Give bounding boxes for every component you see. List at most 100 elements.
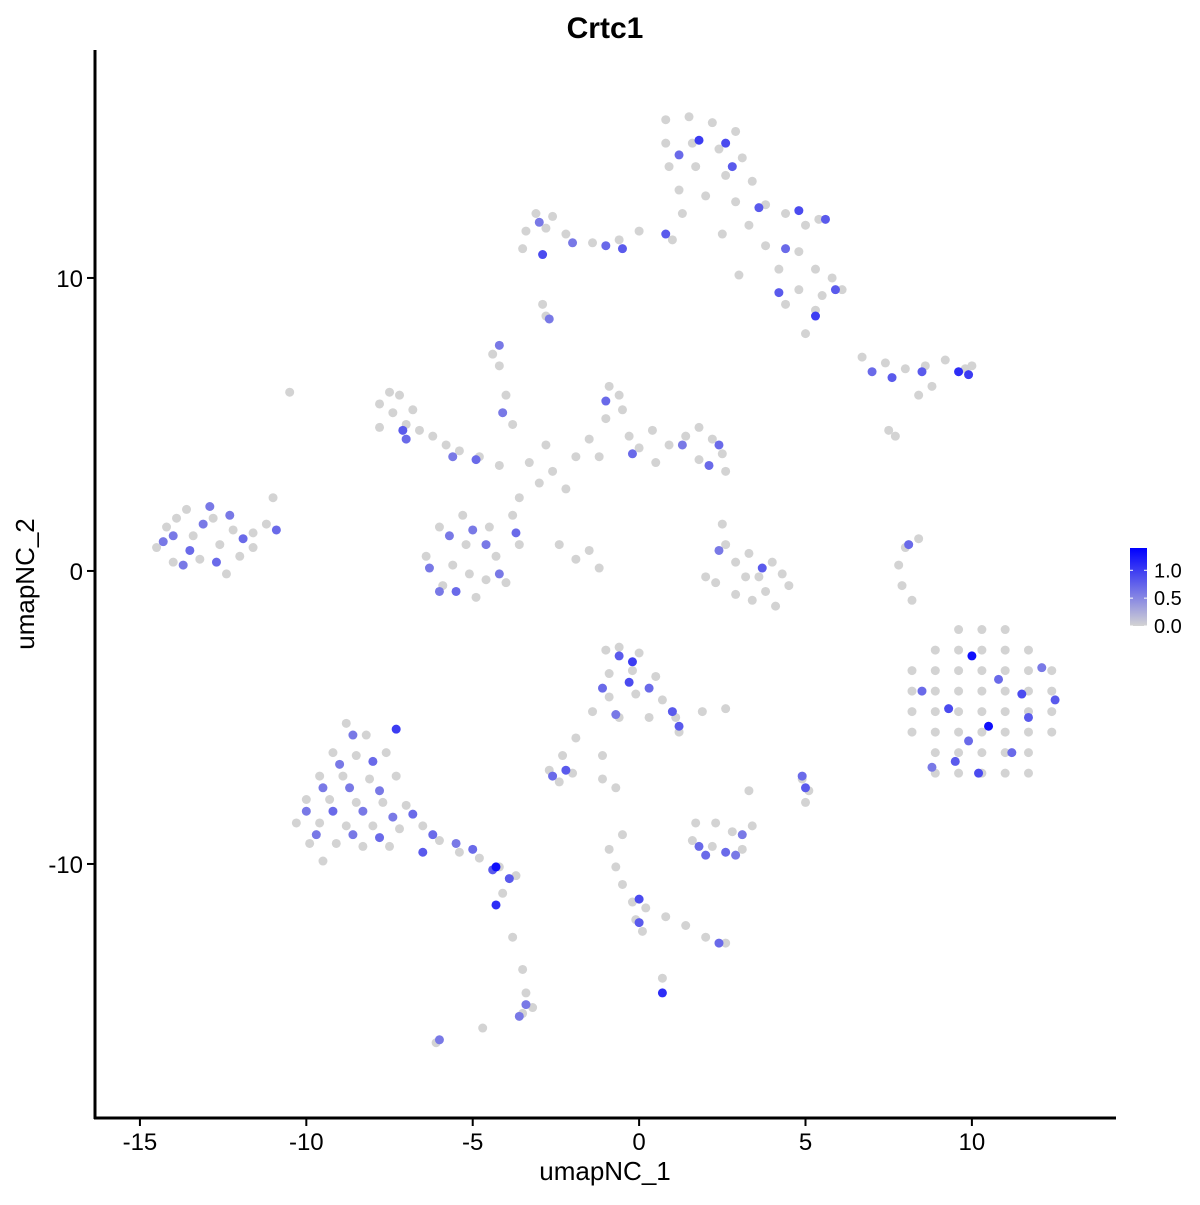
point	[424, 563, 434, 573]
point	[358, 841, 368, 851]
point	[611, 862, 621, 872]
point	[774, 264, 784, 274]
point	[737, 844, 747, 854]
point	[884, 425, 894, 435]
point	[478, 1023, 488, 1033]
point	[801, 797, 811, 807]
point	[624, 431, 634, 441]
point	[777, 569, 787, 579]
y-axis-label: umapNC_2	[10, 518, 40, 650]
point	[634, 648, 644, 658]
point	[930, 707, 940, 717]
point	[820, 214, 830, 224]
point	[837, 285, 847, 295]
point	[211, 557, 221, 567]
point	[721, 847, 731, 857]
point	[930, 645, 940, 655]
point	[504, 874, 514, 884]
point	[448, 452, 458, 462]
point	[514, 540, 524, 550]
point	[667, 707, 677, 717]
point	[711, 578, 721, 588]
point	[880, 358, 890, 368]
point	[1023, 712, 1033, 722]
point	[904, 540, 914, 550]
point	[328, 748, 338, 758]
point	[684, 112, 694, 122]
y-tick-label: 10	[56, 266, 83, 293]
point	[781, 299, 791, 309]
point	[611, 783, 621, 793]
point	[744, 220, 754, 230]
point	[1000, 768, 1010, 778]
point	[754, 203, 764, 213]
point	[830, 285, 840, 295]
point	[701, 932, 711, 942]
point	[731, 557, 741, 567]
x-tick-label: -5	[462, 1129, 483, 1156]
point	[721, 540, 731, 550]
point	[721, 704, 731, 714]
point	[731, 197, 741, 207]
point	[657, 695, 667, 705]
point	[511, 528, 521, 538]
point	[195, 554, 205, 564]
point	[797, 771, 807, 781]
point	[681, 920, 691, 930]
point	[561, 484, 571, 494]
x-tick-label: 10	[959, 1129, 986, 1156]
point	[627, 449, 637, 459]
point	[594, 452, 604, 462]
point	[701, 850, 711, 860]
point	[168, 557, 178, 567]
point	[917, 686, 927, 696]
point	[358, 806, 368, 816]
point	[784, 581, 794, 591]
point	[315, 818, 325, 828]
point	[172, 513, 182, 523]
point	[894, 560, 904, 570]
x-axis-label: umapNC_1	[539, 1156, 671, 1186]
point	[761, 241, 771, 251]
point	[198, 519, 208, 529]
point	[617, 244, 627, 254]
point	[634, 918, 644, 928]
point	[271, 525, 281, 535]
point	[491, 862, 501, 872]
point	[627, 657, 637, 667]
point	[401, 434, 411, 444]
point	[491, 551, 501, 561]
point	[927, 762, 937, 772]
point	[651, 458, 661, 468]
point	[588, 238, 598, 248]
point	[571, 554, 581, 564]
point	[1023, 748, 1033, 758]
point	[235, 551, 245, 561]
point	[707, 841, 717, 851]
point	[494, 569, 504, 579]
point	[637, 926, 647, 936]
point	[977, 727, 987, 737]
point	[1000, 707, 1010, 717]
point	[721, 170, 731, 180]
point	[481, 540, 491, 550]
point	[471, 455, 481, 465]
point	[538, 299, 548, 309]
point	[208, 513, 218, 523]
point	[185, 545, 195, 555]
point	[541, 440, 551, 450]
point	[351, 797, 361, 807]
point	[927, 381, 937, 391]
x-tick-label: -10	[289, 1129, 324, 1156]
point	[471, 592, 481, 602]
point	[508, 419, 518, 429]
point	[614, 390, 624, 400]
point	[291, 818, 301, 828]
point	[341, 821, 351, 831]
point	[348, 830, 358, 840]
point	[940, 355, 950, 365]
y-tick-label: -10	[48, 852, 83, 879]
point	[657, 988, 667, 998]
point	[541, 223, 551, 233]
